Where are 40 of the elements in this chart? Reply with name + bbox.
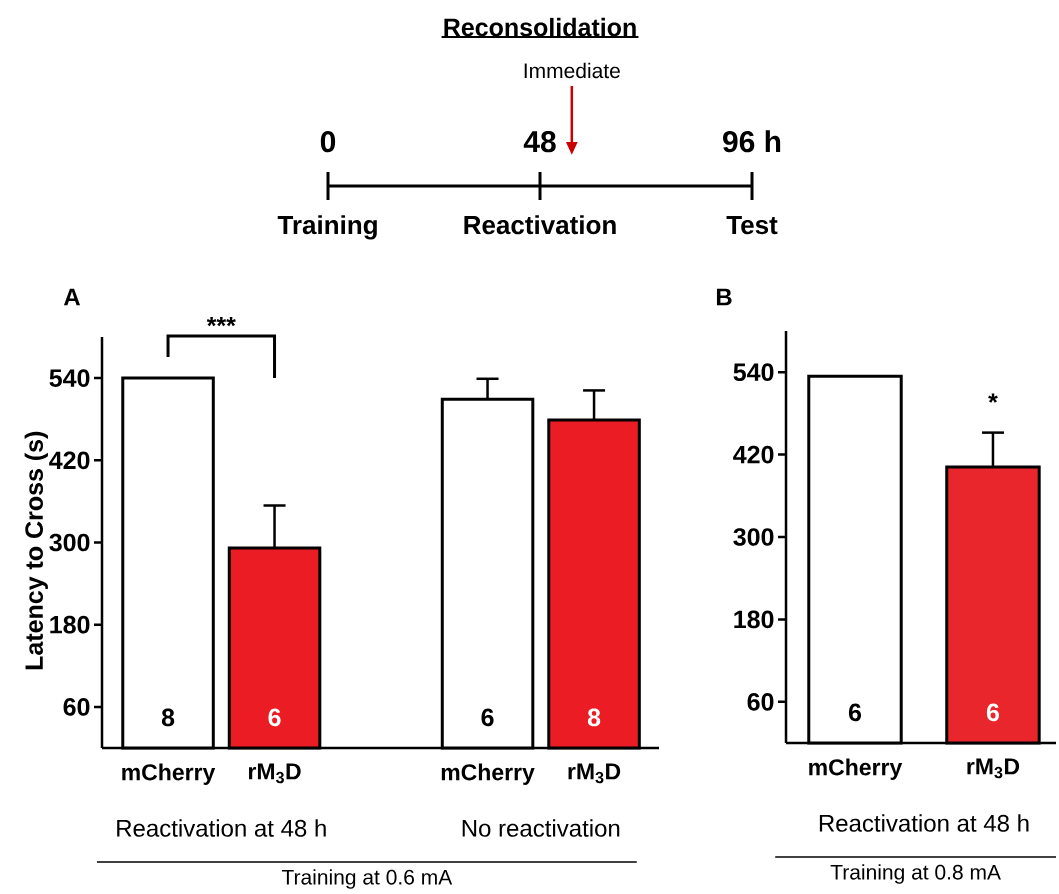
annotation: 8 bbox=[587, 708, 601, 727]
y-tick-label: 180 bbox=[734, 610, 774, 629]
x-tick-label: mCherry bbox=[122, 763, 216, 785]
annotation: 6 bbox=[986, 703, 1000, 722]
text: Training at 0.6 mA bbox=[281, 869, 453, 889]
text: Immediate bbox=[524, 62, 620, 79]
annotation: * bbox=[988, 393, 998, 403]
text: Reactivation at 48 h bbox=[819, 814, 1029, 832]
text: Reactivation bbox=[464, 215, 616, 235]
x-tick-label: rM$_{3}$D bbox=[568, 763, 621, 784]
y-tick-label: 60 bbox=[747, 692, 774, 711]
text: 48 bbox=[523, 131, 556, 153]
text: No reactivation bbox=[462, 819, 620, 837]
x-tick-label: mCherry bbox=[809, 758, 903, 780]
text: Reactivation at 48 h bbox=[117, 819, 326, 837]
text: Training bbox=[277, 215, 377, 240]
y-tick-label: 300 bbox=[733, 528, 774, 546]
chart-title: A bbox=[63, 288, 81, 306]
y-tick-label: 420 bbox=[49, 451, 90, 470]
text: Training at 0.8 mA bbox=[830, 864, 1001, 884]
text: Test bbox=[726, 216, 778, 235]
text: 0 bbox=[320, 131, 336, 153]
annotation: 6 bbox=[268, 708, 281, 727]
y-tick-label: 60 bbox=[63, 698, 90, 716]
annotation: 6 bbox=[481, 708, 494, 727]
y-tick-label: 540 bbox=[733, 363, 774, 382]
y-tick-label: 180 bbox=[50, 615, 90, 634]
x-tick-label: rM$_{3}$D bbox=[967, 758, 1020, 779]
annotation: 8 bbox=[161, 708, 175, 727]
annotation: 6 bbox=[848, 703, 862, 722]
x-tick-label: mCherry bbox=[441, 763, 535, 785]
text: *** bbox=[206, 316, 236, 327]
y-tick-label: 300 bbox=[49, 533, 90, 552]
y-tick-label: 540 bbox=[49, 369, 90, 387]
text: 96 h bbox=[723, 130, 781, 153]
chart-title: B bbox=[716, 288, 732, 306]
y-axis-title: Latency to Cross (s) bbox=[24, 431, 48, 670]
y-tick-label: 420 bbox=[733, 445, 774, 464]
x-tick-label: rM$_{3}$D bbox=[248, 763, 301, 784]
text: Reconsolidation bbox=[444, 17, 636, 37]
